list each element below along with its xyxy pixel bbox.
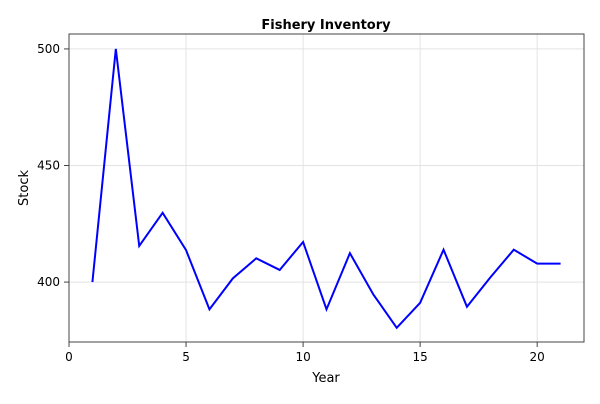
- x-tick-label: 0: [65, 350, 73, 364]
- y-tick-label: 400: [37, 275, 60, 289]
- x-tick-label: 20: [530, 350, 545, 364]
- chart-title: Fishery Inventory: [261, 18, 391, 33]
- x-tick-label: 5: [182, 350, 190, 364]
- y-tick-label: 450: [37, 159, 60, 173]
- x-tick-label: 15: [412, 350, 427, 364]
- x-axis-label: Year: [311, 371, 340, 386]
- grid: [69, 34, 584, 342]
- series-line: [92, 49, 560, 328]
- ticks: 0 5 10 15 20 400 450 500: [37, 42, 545, 364]
- series: [92, 49, 560, 328]
- y-tick-label: 500: [37, 42, 60, 56]
- y-axis-label: Stock: [17, 170, 32, 206]
- x-tick-label: 10: [295, 350, 310, 364]
- plot-frame: [69, 34, 584, 342]
